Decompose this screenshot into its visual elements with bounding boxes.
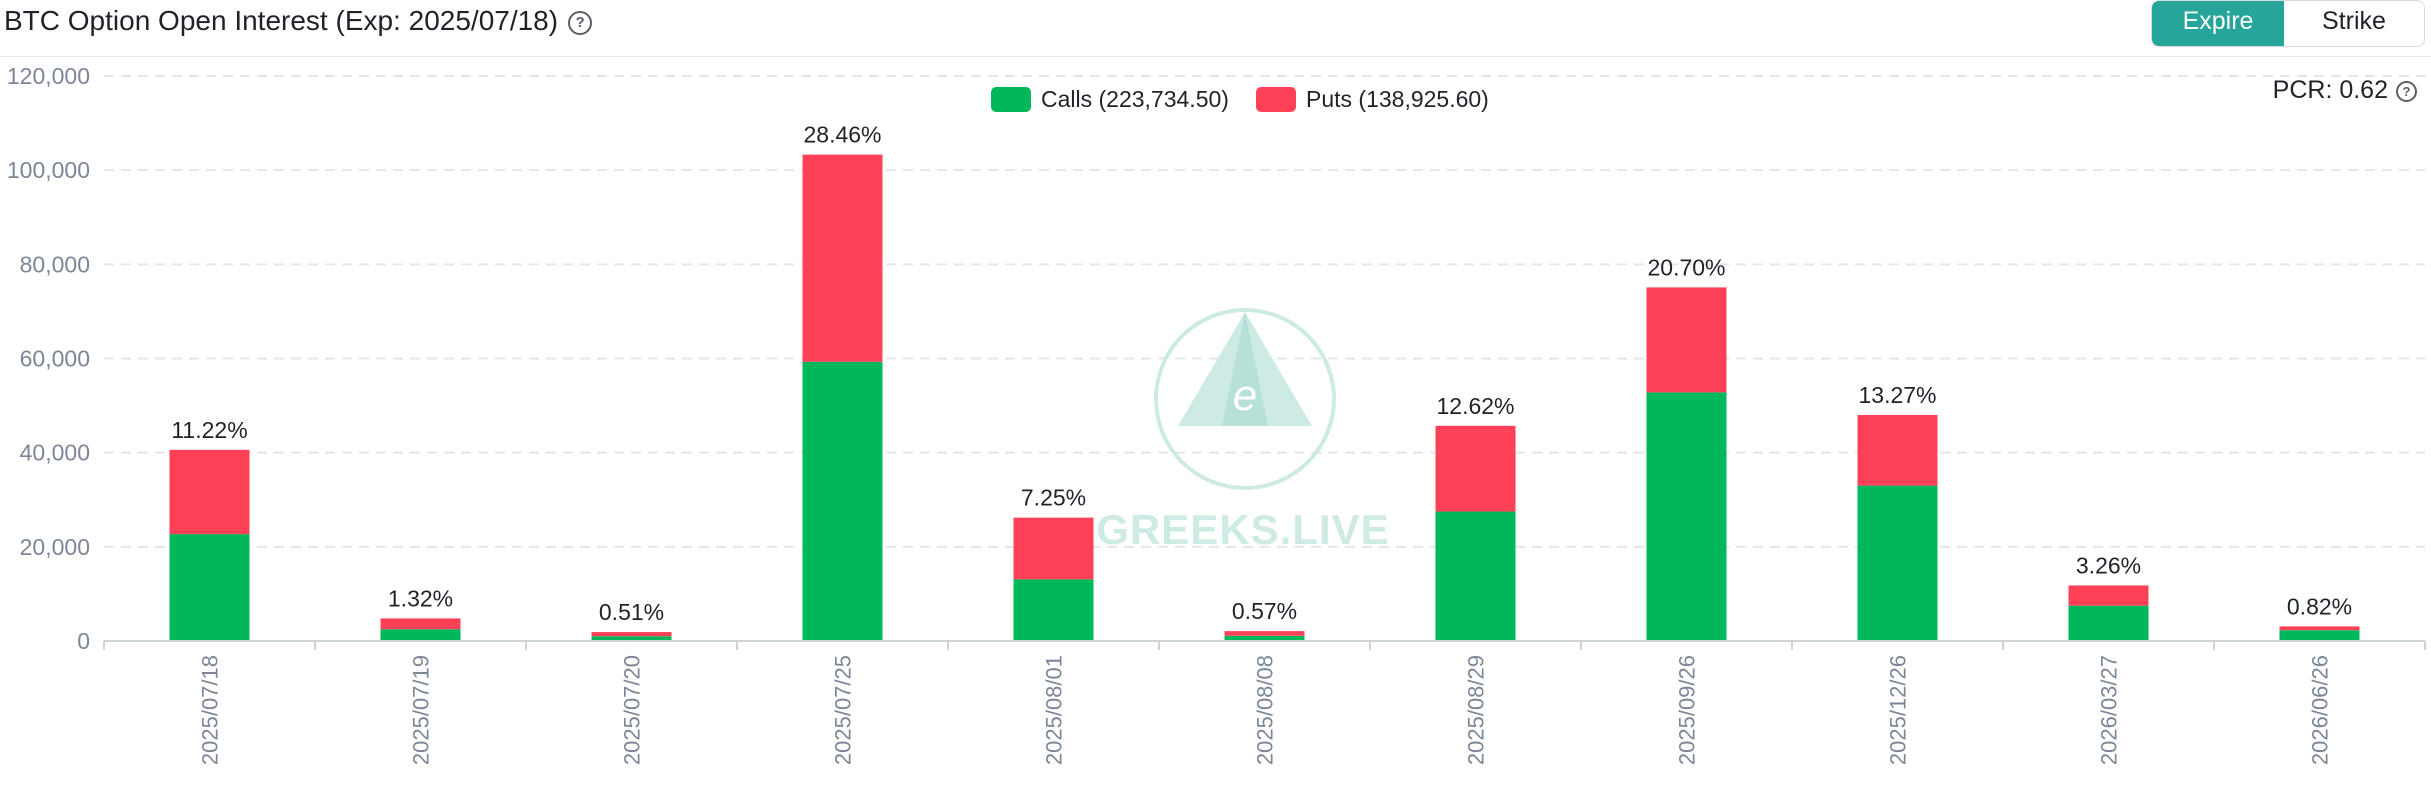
- bar-labels: 11.22% 1.32% 0.51% 28.46% 7.25% 0.57% 12.62% 20…: [171, 122, 2352, 625]
- axes: 0 20,000 40,000 60,000 80,000 100,000 120,000 2…: [7, 63, 2426, 765]
- bar-calls[interactable]: [1857, 485, 1938, 641]
- x-tick-label: 2025/07/25: [831, 655, 856, 765]
- watermark-triangle-inner: [1222, 312, 1268, 426]
- legend-puts-label[interactable]: Puts (138,925.60): [1306, 86, 1489, 112]
- legend: Calls (223,734.50) Puts (138,925.60): [991, 86, 1489, 112]
- bar-percent-label: 3.26%: [2076, 552, 2141, 578]
- bar-percent-label: 0.57%: [1232, 598, 1297, 624]
- x-tick-label: 2026/06/26: [2308, 655, 2333, 765]
- y-tick-label: 80,000: [20, 251, 90, 277]
- bar-percent-label: 0.82%: [2287, 593, 2352, 619]
- bar-calls[interactable]: [169, 534, 250, 641]
- bar-calls[interactable]: [1224, 635, 1305, 641]
- bar-puts[interactable]: [380, 618, 461, 630]
- bar-puts[interactable]: [169, 449, 250, 535]
- bar-calls[interactable]: [591, 636, 672, 641]
- x-tick-label: 2025/08/08: [1253, 655, 1278, 765]
- bar-percent-label: 7.25%: [1021, 485, 1086, 511]
- expire-tab[interactable]: Expire: [2152, 1, 2284, 46]
- bar-percent-label: 28.46%: [803, 122, 881, 148]
- y-tick-label: 20,000: [20, 534, 90, 560]
- bars: [169, 154, 2360, 641]
- strike-tab[interactable]: Strike: [2284, 1, 2424, 46]
- y-tick-label: 100,000: [7, 157, 90, 183]
- bar-puts[interactable]: [1646, 287, 1727, 393]
- bar-calls[interactable]: [802, 361, 883, 641]
- x-tick-label: 2025/09/26: [1675, 655, 1700, 765]
- greeks-live-watermark: e GREEKS.LIVE: [1096, 308, 1389, 553]
- watermark-letter: e: [1233, 371, 1257, 420]
- legend-calls-label[interactable]: Calls (223,734.50): [1041, 86, 1229, 112]
- bar-puts[interactable]: [2279, 626, 2360, 631]
- view-toggle: Expire Strike: [2151, 0, 2425, 47]
- x-tick-label: 2025/08/01: [1042, 655, 1067, 765]
- bar-puts[interactable]: [802, 154, 883, 362]
- bar-calls[interactable]: [1435, 511, 1516, 641]
- bar-percent-label: 1.32%: [388, 585, 453, 611]
- x-tick-label: 2025/07/20: [620, 655, 645, 765]
- bar-percent-label: 0.51%: [599, 599, 664, 625]
- pcr-readout: PCR: 0.62?: [2273, 76, 2417, 105]
- y-tick-label: 120,000: [7, 63, 90, 89]
- legend-calls-swatch[interactable]: [991, 87, 1031, 112]
- bar-puts[interactable]: [591, 632, 672, 637]
- bar-calls[interactable]: [2279, 630, 2360, 641]
- bar-calls[interactable]: [2068, 605, 2149, 641]
- x-tick-label: 2025/07/18: [198, 655, 223, 765]
- bar-puts[interactable]: [2068, 585, 2149, 606]
- bar-puts[interactable]: [1435, 425, 1516, 512]
- pcr-label: PCR: 0.62: [2272, 76, 2388, 104]
- y-tick-label: 0: [77, 628, 90, 654]
- bar-calls[interactable]: [380, 629, 461, 641]
- chart-header: BTC Option Open Interest (Exp: 2025/07/1…: [0, 0, 2431, 57]
- bar-percent-label: 13.27%: [1858, 382, 1936, 408]
- x-tick-label: 2025/07/19: [409, 655, 434, 765]
- bar-percent-label: 11.22%: [171, 417, 247, 443]
- watermark-text: GREEKS.LIVE: [1096, 506, 1389, 553]
- watermark-ring: [1154, 308, 1336, 490]
- x-tick-label: 2025/08/29: [1464, 655, 1489, 765]
- bar-percent-label: 12.62%: [1436, 393, 1514, 419]
- pcr-help-icon[interactable]: ?: [2396, 81, 2417, 102]
- bar-calls[interactable]: [1013, 579, 1094, 641]
- bar-puts[interactable]: [1857, 415, 1938, 486]
- bar-puts[interactable]: [1013, 517, 1094, 580]
- x-tick-label: 2025/12/26: [1886, 655, 1911, 765]
- bar-puts[interactable]: [1224, 631, 1305, 636]
- bar-percent-label: 20.70%: [1647, 254, 1725, 280]
- chart-title: BTC Option Open Interest (Exp: 2025/07/1…: [4, 2, 593, 40]
- y-tick-label: 60,000: [20, 346, 90, 372]
- legend-puts-swatch[interactable]: [1256, 87, 1296, 112]
- x-tick-label: 2026/03/27: [2097, 655, 2122, 765]
- help-icon[interactable]: ?: [568, 11, 593, 35]
- y-tick-label: 40,000: [20, 440, 90, 466]
- bar-calls[interactable]: [1646, 392, 1727, 641]
- chart-title-text: BTC Option Open Interest (Exp: 2025/07/1…: [4, 5, 559, 36]
